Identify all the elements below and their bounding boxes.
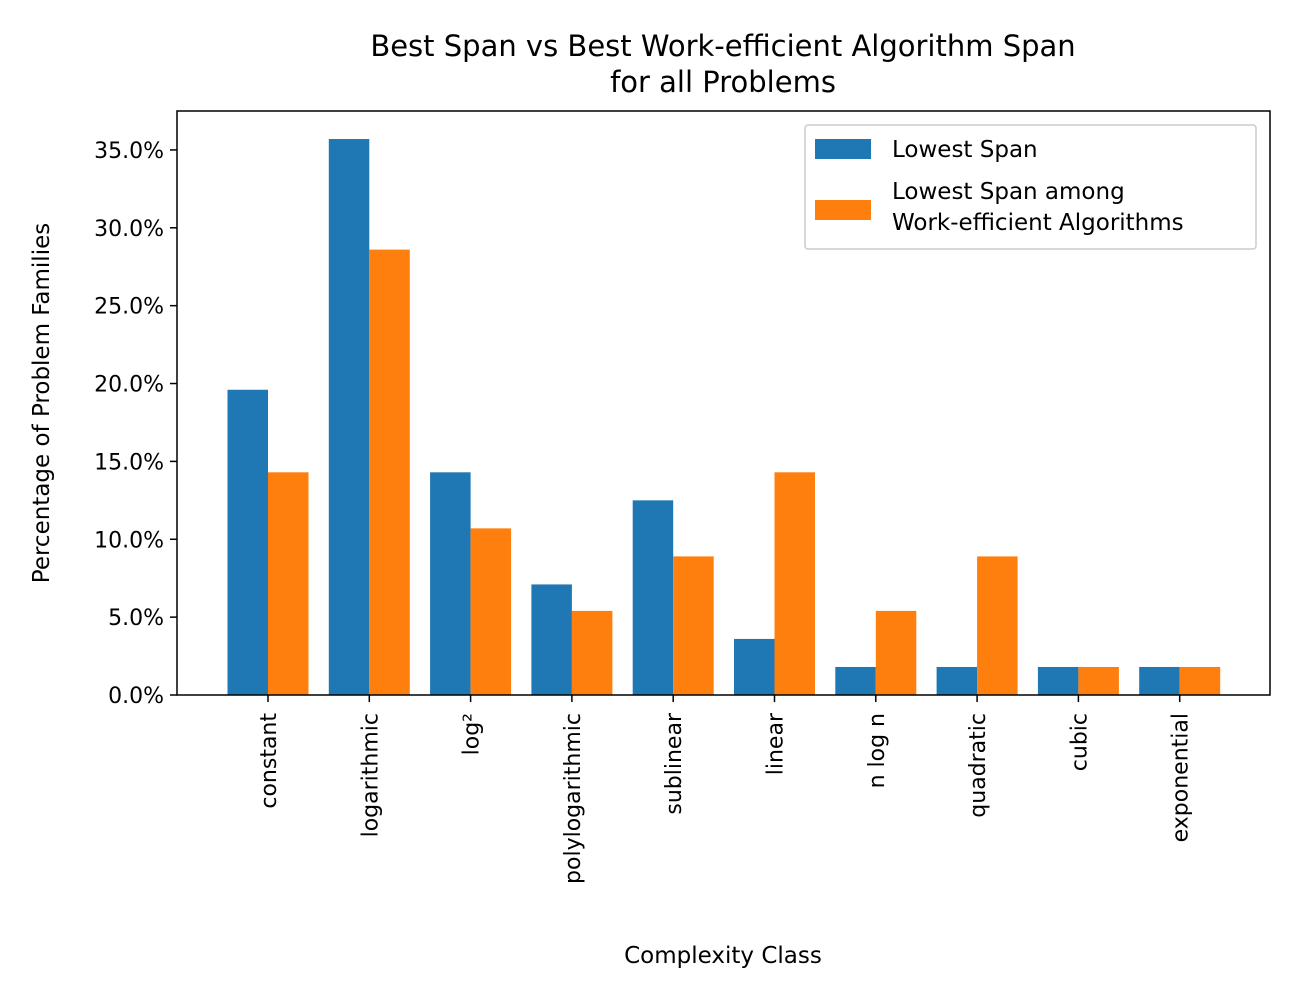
y-tick-label: 5.0% <box>108 606 164 631</box>
bar-lowest-span-9 <box>1139 666 1180 695</box>
chart-title-line-2: for all Problems <box>610 65 836 99</box>
x-tick-label: logarithmic <box>358 713 383 837</box>
bar-work-efficient-1 <box>369 249 410 695</box>
bar-work-efficient-6 <box>875 610 917 695</box>
x-tick-label: constant <box>257 713 282 809</box>
y-tick-label: 20.0% <box>94 373 164 398</box>
y-axis-label: Percentage of Problem Families <box>29 223 55 583</box>
x-tick-label: log² <box>460 713 485 755</box>
x-tick-label: sublinear <box>662 712 687 815</box>
x-tick-label: exponential <box>1169 713 1194 842</box>
y-tick-label: 35.0% <box>94 139 164 164</box>
bar-lowest-span-7 <box>936 666 978 695</box>
bar-work-efficient-9 <box>1179 666 1221 695</box>
bar-lowest-span-3 <box>531 584 572 695</box>
chart-title-line-1: Best Span vs Best Work-efficient Algorit… <box>370 29 1075 63</box>
bar-work-efficient-4 <box>673 556 714 695</box>
y-axis-ticks: 0.0% 5.0% 10.0% 15.0% 20.0% 25.0% 30.0% 35.0% <box>94 139 177 709</box>
x-tick-label: linear <box>764 712 789 775</box>
bar-lowest-span-2 <box>430 472 471 695</box>
bar-lowest-span-0 <box>227 389 268 695</box>
y-tick-label: 25.0% <box>94 295 164 320</box>
y-tick-label: 30.0% <box>94 217 164 242</box>
legend: Lowest Span Lowest Span among Work-effic… <box>804 124 1257 250</box>
plot-frame <box>176 110 1271 696</box>
y-tick-label: 10.0% <box>94 528 164 553</box>
x-axis-label: Complexity Class <box>624 943 822 969</box>
legend-swatch-lowest-span <box>815 139 871 159</box>
bar-work-efficient-8 <box>1078 666 1119 695</box>
legend-label-lowest-span: Lowest Span <box>892 137 1038 163</box>
legend-box <box>804 124 1257 250</box>
legend-label-work-efficient-line-1: Lowest Span among <box>892 179 1125 205</box>
y-tick-label: 0.0% <box>108 684 164 709</box>
bars-group <box>227 139 1221 695</box>
bar-lowest-span-4 <box>632 500 674 695</box>
legend-label-work-efficient-line-2: Work-efficient Algorithms <box>892 210 1184 236</box>
legend-swatch-work-efficient <box>815 200 871 220</box>
bar-work-efficient-5 <box>774 472 815 695</box>
bar-work-efficient-2 <box>470 528 512 695</box>
x-axis-ticks: constant logarithmic log² polylogarithmic su… <box>257 695 1194 884</box>
bar-lowest-span-5 <box>734 638 775 695</box>
x-tick-label: cubic <box>1067 713 1092 771</box>
bar-lowest-span-8 <box>1037 666 1079 695</box>
bar-work-efficient-0 <box>268 472 309 695</box>
bar-lowest-span-6 <box>835 666 876 695</box>
bar-lowest-span-1 <box>328 139 370 695</box>
x-tick-label: quadratic <box>966 713 991 818</box>
x-tick-label: polylogarithmic <box>561 713 586 884</box>
y-tick-label: 15.0% <box>94 450 164 475</box>
bar-work-efficient-7 <box>977 556 1018 695</box>
x-tick-label: n log n <box>865 713 890 788</box>
bar-work-efficient-3 <box>571 610 613 695</box>
